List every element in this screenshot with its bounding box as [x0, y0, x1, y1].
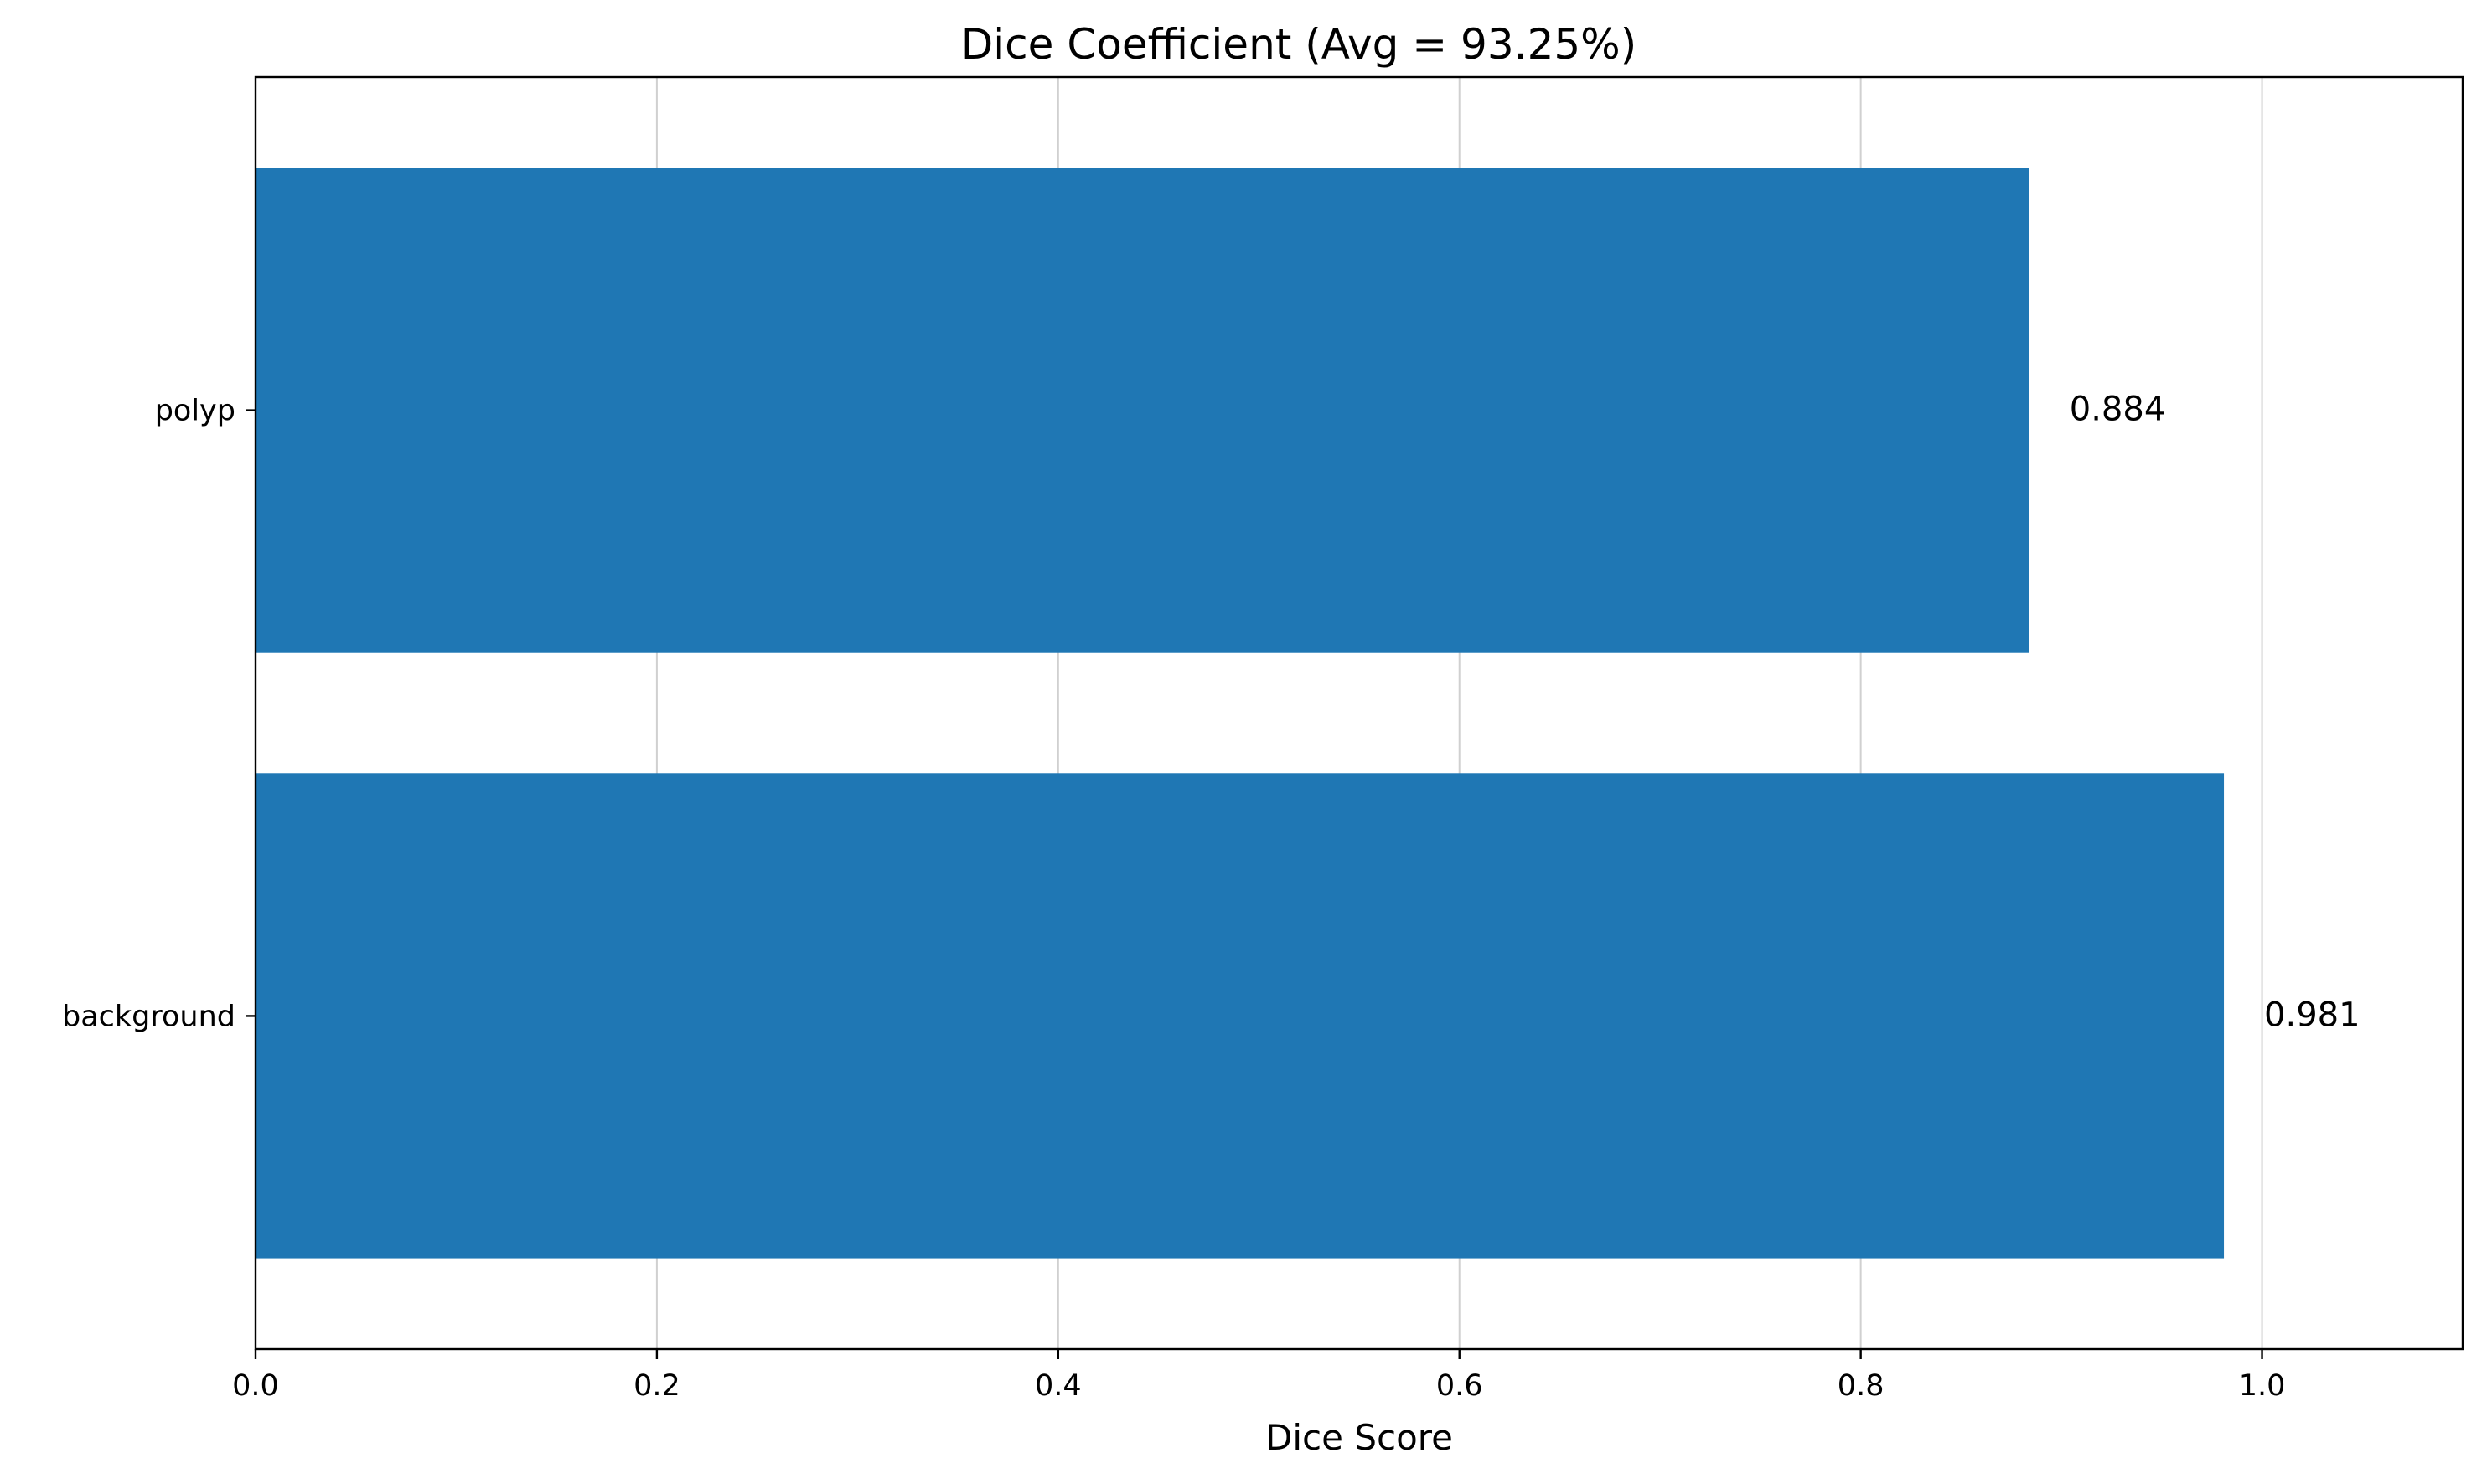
data-label-polyp: 0.884	[2070, 390, 2166, 429]
x-tick-label: 0.0	[232, 1369, 279, 1403]
bars	[256, 168, 2225, 1259]
x-tick-label: 1.0	[2239, 1369, 2286, 1403]
x-tick-label: 0.8	[1838, 1369, 1885, 1403]
data-labels: 0.981 0.884	[2070, 390, 2360, 1035]
bar-polyp	[256, 168, 2029, 653]
data-label-background: 0.981	[2264, 995, 2360, 1034]
y-ticks: background polyp	[62, 395, 256, 1033]
bar-background	[256, 773, 2225, 1259]
x-tick-label: 0.2	[633, 1369, 680, 1403]
plot-frame	[254, 75, 2464, 1351]
x-tick-label: 0.4	[1035, 1369, 1082, 1403]
y-tick-label: polyp	[155, 395, 235, 428]
chart-title: Dice Coefficient (Avg = 93.25%)	[961, 20, 1636, 69]
x-ticks: 0.0 0.2 0.4 0.6 0.8 1.0	[232, 1349, 2285, 1403]
y-tick-label: background	[62, 1000, 235, 1033]
x-axis-label: Dice Score	[1265, 1417, 1453, 1458]
x-tick-label: 0.6	[1436, 1369, 1483, 1403]
